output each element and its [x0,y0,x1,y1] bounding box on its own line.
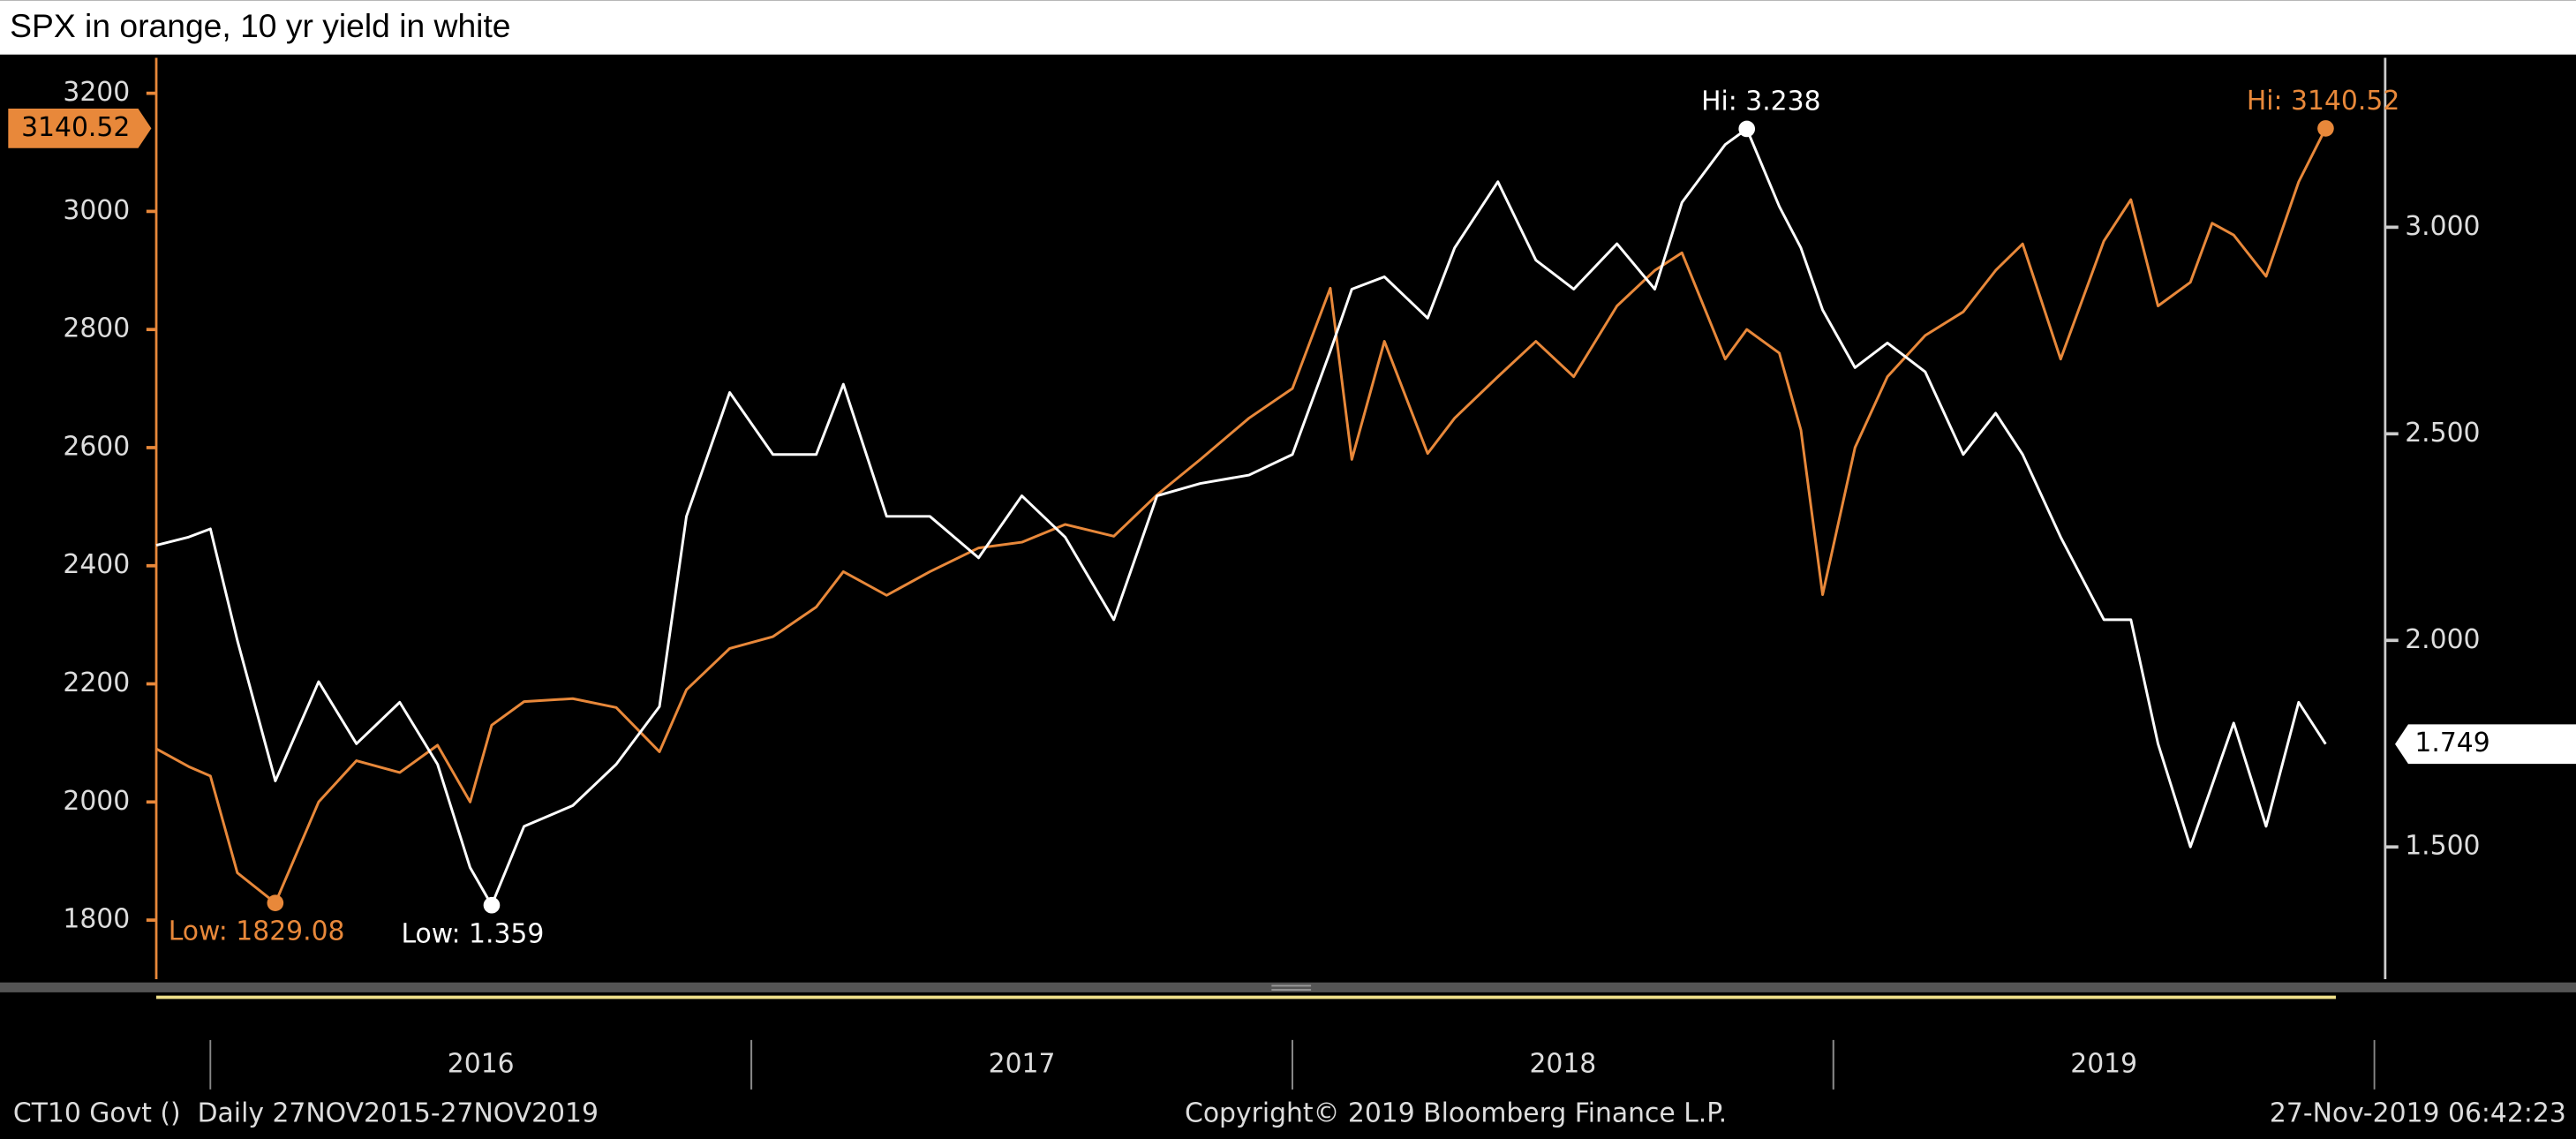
x-tick-label: 2018 [1529,1048,1596,1079]
y-tick-label: 3200 [63,77,130,108]
y-tick-label: 1800 [63,904,130,935]
title-bar [0,0,2576,55]
y-tick-label: 3000 [63,195,130,226]
last-value-label: 1.749 [2414,728,2489,758]
y2-tick-label: 2.500 [2405,418,2480,449]
y-tick-label: 2200 [63,668,130,698]
series-line [155,127,2327,907]
x-tick-label: 2019 [2070,1048,2137,1079]
footer-left: CT10 Govt () Daily 27NOV2015-27NOV2019 [13,1098,599,1128]
x-tick-label: 2016 [448,1048,515,1079]
last-value-label: 3140.52 [21,112,130,143]
extreme-label: Low: 1829.08 [169,916,345,947]
y-tick-label: 2400 [63,549,130,580]
footer-center: Copyright© 2019 Bloomberg Finance L.P. [1185,1098,1727,1128]
extreme-dot [2317,120,2334,137]
last-value-box [8,109,152,148]
extreme-label: Hi: 3.238 [1701,87,1820,117]
footer-right: 27-Nov-2019 06:42:23 [2270,1098,2566,1128]
chart-title: SPX in orange, 10 yr yield in white [10,7,510,44]
scroll-band [0,982,2576,992]
y2-tick-label: 2.000 [2405,624,2480,655]
last-value-box [2395,724,2576,765]
y2-tick-label: 3.000 [2405,211,2480,242]
y2-tick-label: 1.500 [2405,831,2480,862]
y-tick-label: 2000 [63,786,130,817]
extreme-label: Low: 1.359 [401,918,544,949]
x-tick-label: 2017 [989,1048,1056,1079]
series-line [155,127,2327,905]
extreme-label: Hi: 3140.52 [2247,86,2399,117]
extreme-dot [267,894,284,911]
y-tick-label: 2600 [63,431,130,462]
extreme-dot [1738,120,1756,138]
extreme-dot [483,896,501,914]
y-tick-label: 2800 [63,313,130,344]
